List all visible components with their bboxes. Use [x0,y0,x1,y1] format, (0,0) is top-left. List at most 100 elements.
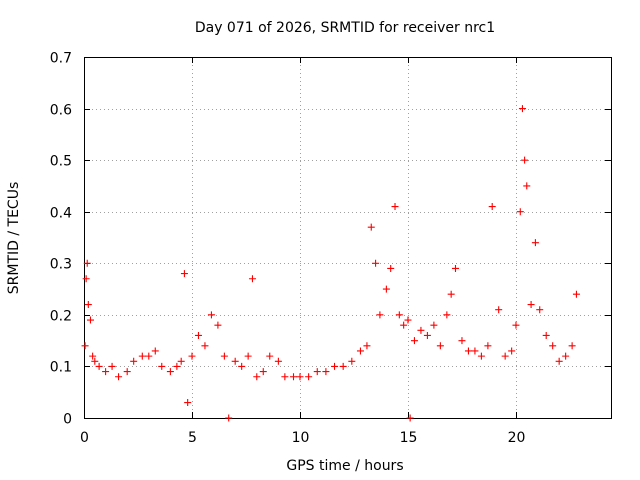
data-point [177,357,185,365]
data-point [89,352,97,360]
data-point [477,352,485,360]
data-point [527,301,535,309]
y-tick-label: 0.6 [50,103,72,119]
data-point [387,264,395,272]
data-point [296,373,304,381]
y-tick-label: 0.3 [50,257,72,273]
chart-title: Day 071 of 2026, SRMTID for receiver nrc… [195,20,495,36]
data-point [568,342,576,350]
data-point [339,362,347,370]
y-tick-label: 0.5 [50,154,72,170]
grid-layer [84,57,611,418]
data-point [356,347,364,355]
data-point [531,239,539,247]
data-point [404,316,412,324]
data-point [395,311,403,319]
data-point [430,321,438,329]
data-point [86,316,94,324]
data-points [81,105,580,422]
data-point [138,352,146,360]
data-point [423,331,431,339]
data-point [376,311,384,319]
data-point [501,352,509,360]
data-point [363,342,371,350]
data-point [400,321,408,329]
data-point [348,357,356,365]
data-point [536,306,544,314]
data-point [248,275,256,283]
data-point [471,347,479,355]
data-point [417,326,425,334]
data-point [188,352,196,360]
data-point [180,270,188,278]
data-point [238,362,246,370]
data-point [391,203,399,211]
y-tick-label: 0.2 [50,309,72,325]
data-point [207,311,215,319]
data-point [512,321,520,329]
data-point [266,352,274,360]
data-point [151,347,159,355]
data-point [542,331,550,339]
data-point [225,414,233,422]
data-point [253,373,261,381]
data-point [508,347,516,355]
y-tick-label: 0.7 [50,51,72,67]
data-point [130,357,138,365]
data-point [313,368,321,376]
data-point [108,362,116,370]
data-point [305,373,313,381]
y-tick-label: 0.4 [50,206,72,222]
data-point [410,337,418,345]
data-point [447,290,455,298]
data-point [555,357,563,365]
data-point [158,362,166,370]
data-point [281,373,289,381]
data-point [372,259,380,267]
data-point [443,311,451,319]
data-point [406,414,414,422]
data-point [464,347,472,355]
data-point [95,362,103,370]
data-point [173,362,181,370]
data-point [231,357,239,365]
data-point [484,342,492,350]
data-point [523,182,531,190]
data-point [562,352,570,360]
data-point [488,203,496,211]
x-tick-label: 0 [80,430,89,446]
y-tick-label: 0.1 [50,360,72,376]
data-point [290,373,298,381]
x-tick-label: 15 [400,430,418,446]
data-point [91,357,99,365]
data-point [83,259,91,267]
data-point [436,342,444,350]
data-point [201,342,209,350]
data-point [123,368,131,376]
data-point [518,105,526,113]
data-point [572,290,580,298]
y-axis-label: SRMTID / TECUs [6,182,22,295]
data-point [549,342,557,350]
data-point [244,352,252,360]
data-point [145,352,153,360]
data-point [521,156,529,164]
data-point [367,223,375,231]
data-point [451,264,459,272]
data-point [458,337,466,345]
data-point [331,362,339,370]
ticks-layer: 0 0.1 0.2 0.3 0.4 0.5 0.6 0.7 0 5 10 15 20 [50,51,611,446]
data-point [220,352,228,360]
data-point [102,368,110,376]
data-point [115,373,123,381]
data-point [82,275,90,283]
data-point [214,321,222,329]
data-point [322,368,330,376]
data-point [495,306,503,314]
plot-frame [84,57,612,419]
data-point [184,399,192,407]
data-point [81,342,89,350]
data-point [516,208,524,216]
data-point [84,301,92,309]
